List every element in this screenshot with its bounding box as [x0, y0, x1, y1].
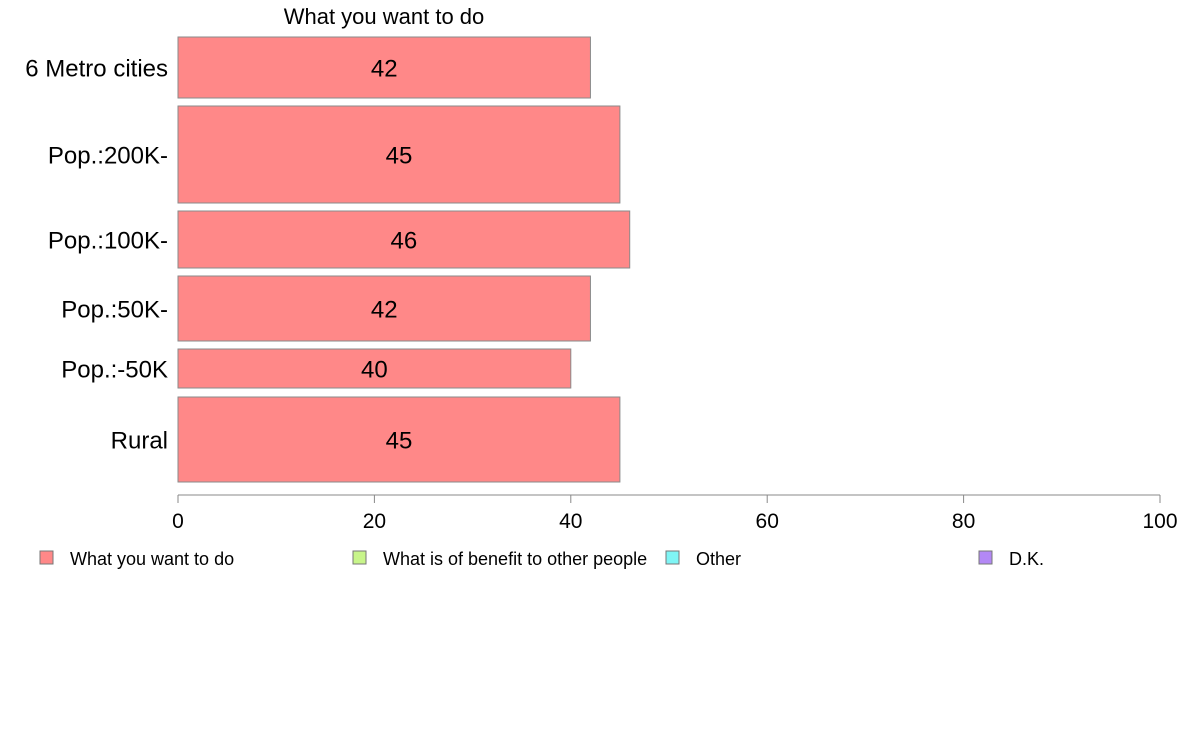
legend-label: Other — [696, 549, 741, 569]
bar — [177, 36, 591, 99]
category-label: Rural — [111, 428, 168, 455]
legend-swatch — [665, 550, 680, 565]
x-tick-label: 80 — [952, 510, 975, 533]
category-label: Pop.:100K- — [48, 228, 168, 255]
x-tick-label: 20 — [363, 510, 386, 533]
data-label: 42 — [371, 297, 398, 324]
bar — [177, 105, 621, 204]
bar — [177, 348, 572, 389]
legend-swatch — [352, 550, 367, 565]
category-label: Pop.:200K- — [48, 143, 168, 170]
data-label: 45 — [386, 428, 413, 455]
data-label: 45 — [386, 143, 413, 170]
legend-swatch — [978, 550, 993, 565]
x-tick-label: 100 — [1142, 510, 1177, 533]
legend: What you want to do What is of benefit to… — [39, 549, 1044, 569]
data-label: 40 — [361, 357, 388, 384]
category-label: Pop.:50K- — [61, 297, 168, 324]
bars-layer: 42 6 Metro cities 45 Pop.:200K- 46 Pop.:100K-… — [25, 36, 631, 483]
data-label: 46 — [391, 228, 418, 255]
legend-label: What is of benefit to other people — [383, 549, 647, 569]
bar — [177, 210, 631, 269]
data-label: 42 — [371, 56, 398, 83]
legend-swatch — [39, 550, 54, 565]
bar — [177, 275, 591, 342]
category-label: 6 Metro cities — [25, 56, 168, 83]
x-tick-label: 40 — [559, 510, 582, 533]
category-label: Pop.:-50K — [61, 357, 168, 384]
x-tick-label: 0 — [172, 510, 184, 533]
chart-title: What you want to do — [284, 4, 485, 29]
legend-label: What you want to do — [70, 549, 234, 569]
x-tick-label: 60 — [756, 510, 779, 533]
x-axis: 0 20 40 60 80 100 — [172, 494, 1178, 533]
bar — [177, 396, 621, 483]
legend-label: D.K. — [1009, 549, 1044, 569]
